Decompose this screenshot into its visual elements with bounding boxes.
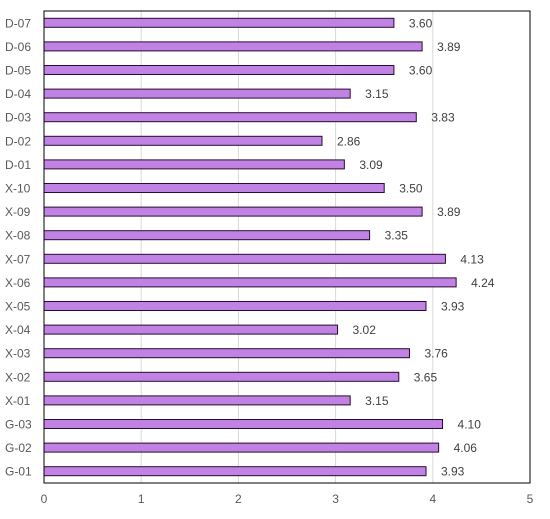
bar-g-01 (43, 466, 427, 477)
value-label-d-02: 2.86 (337, 134, 361, 148)
bar-x-02 (43, 371, 400, 382)
value-label-x-02: 3.65 (414, 370, 438, 384)
value-label-x-04: 3.02 (353, 323, 377, 337)
value-label-d-06: 3.89 (437, 40, 461, 54)
x-tick-label: 5 (527, 492, 534, 506)
category-label-g-02: G-02 (5, 441, 32, 455)
category-label-d-03: D-03 (5, 111, 31, 125)
bar-d-05 (43, 65, 395, 75)
value-label-d-01: 3.09 (359, 158, 383, 172)
category-label-g-01: G-01 (5, 465, 32, 479)
category-label-x-07: X-07 (5, 252, 31, 266)
category-label-x-05: X-05 (5, 300, 31, 314)
category-label-d-05: D-05 (5, 64, 31, 78)
bar-d-03 (43, 112, 417, 123)
value-labels: 3.93 4.06 4.10 3.15 3.65 3.76 3.02 3.93 4.24 4.13… (337, 16, 495, 478)
bars (43, 17, 457, 477)
category-label-x-02: X-02 (5, 370, 31, 384)
x-axis-ticks: 0 1 2 3 4 5 (41, 492, 534, 506)
bar-x-10 (43, 183, 385, 193)
value-label-g-01: 3.93 (441, 465, 465, 479)
bar-d-07 (43, 17, 395, 28)
category-label-d-02: D-02 (5, 134, 31, 148)
category-label-x-06: X-06 (5, 276, 31, 290)
value-label-x-01: 3.15 (365, 394, 389, 408)
value-label-g-02: 4.06 (454, 441, 478, 455)
bar-x-05 (43, 301, 427, 311)
value-label-d-03: 3.83 (431, 111, 455, 125)
category-label-x-08: X-08 (5, 229, 31, 243)
category-labels: G-01 G-02 G-03 X-01 X-02 X-03 X-04 X-05 X-06 X-07… (5, 16, 32, 478)
plot-area-border (43, 10, 531, 484)
value-label-x-07: 4.13 (460, 252, 484, 266)
category-label-x-09: X-09 (5, 205, 31, 219)
bar-x-08 (43, 230, 371, 241)
value-label-d-04: 3.15 (365, 87, 389, 101)
bar-g-02 (43, 442, 440, 453)
bar-x-01 (43, 395, 351, 406)
x-tick-label: 3 (332, 492, 339, 506)
value-label-x-09: 3.89 (437, 205, 461, 219)
x-tick-label: 1 (138, 492, 145, 506)
category-label-d-01: D-01 (5, 158, 31, 172)
value-label-x-03: 3.76 (424, 347, 448, 361)
bar-x-06 (43, 277, 457, 288)
value-label-x-05: 3.93 (441, 300, 465, 314)
bar-x-09 (43, 206, 423, 217)
category-label-x-04: X-04 (5, 323, 31, 337)
category-label-d-06: D-06 (5, 40, 31, 54)
bar-g-03 (43, 419, 444, 429)
value-label-x-10: 3.50 (399, 182, 423, 196)
bar-x-07 (43, 253, 446, 264)
bar-x-03 (43, 348, 410, 359)
value-label-x-08: 3.35 (385, 229, 409, 243)
bar-d-06 (43, 41, 423, 52)
bar-x-04 (43, 324, 339, 335)
category-label-x-01: X-01 (5, 394, 31, 408)
category-label-d-04: D-04 (5, 87, 31, 101)
x-tick-label: 0 (41, 492, 48, 506)
bar-d-01 (43, 159, 345, 170)
value-label-d-07: 3.60 (409, 16, 433, 30)
value-label-x-06: 4.24 (471, 276, 495, 290)
value-label-d-05: 3.60 (409, 64, 433, 78)
category-label-g-03: G-03 (5, 418, 32, 432)
category-label-d-07: D-07 (5, 16, 31, 30)
category-label-x-10: X-10 (5, 182, 31, 196)
x-tick-label: 2 (235, 492, 242, 506)
category-label-x-03: X-03 (5, 347, 31, 361)
bar-d-04 (43, 88, 351, 99)
bar-d-02 (43, 135, 323, 146)
value-label-g-03: 4.10 (458, 418, 482, 432)
x-tick-label: 4 (429, 492, 436, 506)
gridlines (140, 11, 434, 483)
